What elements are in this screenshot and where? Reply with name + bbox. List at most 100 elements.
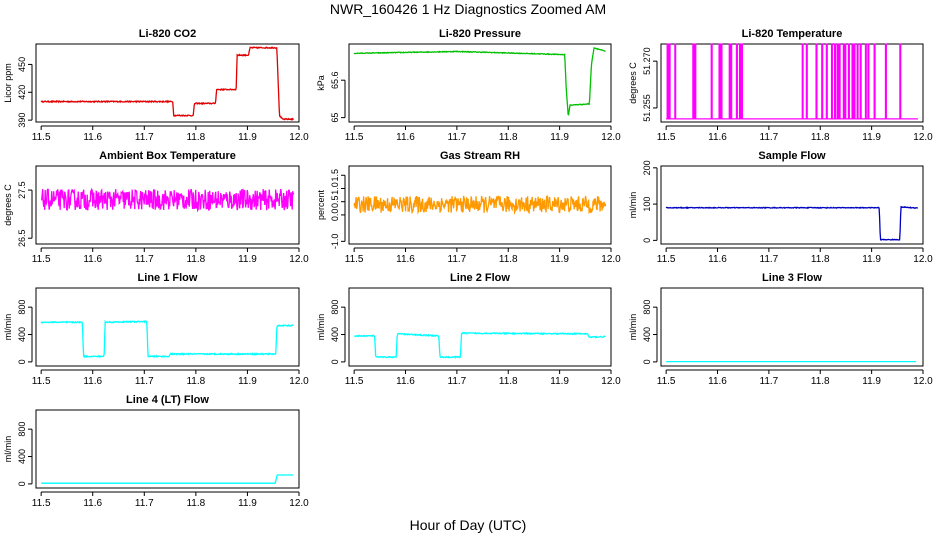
chart-title: Line 3 Flow: [762, 272, 822, 284]
x-tick-label: 11.8: [811, 132, 830, 143]
x-tick-label: 11.8: [811, 376, 830, 387]
x-axis-label: Hour of Day (UTC): [409, 517, 527, 533]
x-tick-label: 11.8: [499, 132, 518, 143]
series-line: [353, 195, 607, 215]
y-tick-label: 400: [17, 449, 27, 464]
y-axis-label: kPa: [316, 75, 326, 91]
x-tick-label: 12.0: [289, 498, 309, 509]
x-tick-label: 11.9: [238, 376, 257, 387]
y-tick-label: 200: [642, 160, 652, 175]
series-line: [40, 319, 294, 359]
y-tick-label: 400: [642, 327, 652, 342]
y-tick-label: 1.5: [330, 169, 340, 182]
x-tick-label: 11.9: [238, 254, 257, 265]
y-tick-label: 65.6: [330, 71, 340, 89]
y-tick-label: 1.0: [330, 182, 340, 195]
x-tick-label: 12.0: [289, 376, 309, 387]
y-axis-label: Licor ppm: [3, 63, 13, 103]
x-tick-label: 12.0: [913, 254, 933, 265]
y-tick-label: -1.0: [330, 234, 340, 250]
chart-title: Li-820 Pressure: [439, 28, 521, 40]
y-tick-label: 800: [330, 300, 340, 315]
x-tick-label: 11.8: [186, 132, 205, 143]
x-tick-label: 11.9: [550, 376, 569, 387]
chart-panel: Li-820 Temperature degrees C 11.5 11.6 11.7 1…: [628, 28, 933, 143]
x-tick-label: 11.5: [32, 132, 51, 143]
x-tick-label: 11.5: [345, 254, 364, 265]
y-axis-label: ml/min: [3, 314, 13, 341]
x-tick-label: 11.6: [396, 254, 415, 265]
x-tick-label: 12.0: [601, 132, 621, 143]
x-tick-label: 11.7: [135, 498, 154, 509]
chart-panel: Ambient Box Temperature degrees C 11.5 11.6…: [3, 150, 309, 265]
x-tick-label: 12.0: [913, 376, 933, 387]
x-tick-label: 11.6: [83, 254, 102, 265]
plot-frame: [660, 43, 924, 123]
x-tick-label: 11.7: [448, 254, 467, 265]
y-tick-label: 65: [330, 113, 340, 123]
x-tick-label: 11.6: [83, 132, 102, 143]
x-tick-label: 11.6: [83, 376, 102, 387]
series-line: [40, 46, 294, 121]
x-tick-label: 11.8: [186, 376, 205, 387]
y-tick-label: 0: [17, 359, 27, 364]
x-tick-label: 11.7: [135, 254, 154, 265]
plot-frame: [660, 287, 924, 367]
x-tick-label: 11.5: [32, 376, 51, 387]
x-tick-label: 11.9: [238, 132, 257, 143]
chart-title: Ambient Box Temperature: [99, 150, 236, 162]
y-axis-label: ml/min: [628, 192, 638, 219]
chart-title: Line 2 Flow: [450, 272, 510, 284]
x-tick-label: 11.8: [186, 498, 205, 509]
x-tick-label: 11.5: [345, 132, 364, 143]
x-tick-label: 11.6: [83, 498, 102, 509]
chart-title: Sample Flow: [758, 150, 826, 162]
chart-title: Line 1 Flow: [138, 272, 198, 284]
x-tick-label: 11.9: [862, 254, 881, 265]
x-tick-label: 11.6: [708, 254, 727, 265]
y-tick-label: 0: [642, 359, 652, 364]
x-tick-label: 11.9: [550, 254, 569, 265]
x-tick-label: 11.7: [760, 376, 779, 387]
chart-panel: Gas Stream RH percent 11.5 11.6 11.7 11.8 11.9…: [316, 150, 621, 265]
x-tick-label: 11.7: [135, 376, 154, 387]
y-tick-label: 0: [17, 481, 27, 486]
y-tick-label: 400: [17, 327, 27, 342]
y-tick-label: 51.255: [642, 94, 652, 122]
chart-panel: Line 2 Flow ml/min 11.5 11.6 11.7 11.8 11.9 12.…: [316, 272, 621, 387]
y-axis-label: degrees C: [628, 62, 638, 104]
series-line: [353, 47, 606, 116]
y-tick-label: 27.5: [17, 181, 27, 199]
x-tick-label: 11.8: [811, 254, 830, 265]
y-tick-label: 0: [330, 359, 340, 364]
chart-panel: Sample Flow ml/min 11.5 11.6 11.7 11.8 11.9 12.…: [628, 150, 933, 265]
y-tick-label: 800: [17, 300, 27, 315]
x-tick-label: 11.9: [238, 498, 257, 509]
x-tick-label: 11.7: [760, 132, 779, 143]
x-tick-label: 11.6: [396, 132, 415, 143]
x-tick-label: 11.9: [862, 376, 881, 387]
x-tick-label: 11.5: [657, 254, 676, 265]
x-tick-label: 11.5: [32, 254, 51, 265]
y-tick-label: 800: [642, 300, 652, 315]
y-axis-label: ml/min: [316, 314, 326, 341]
x-tick-label: 11.5: [657, 376, 676, 387]
x-tick-label: 12.0: [913, 132, 933, 143]
chart-panel: Line 3 Flow ml/min 11.5 11.6 11.7 11.8 11.9 12.…: [628, 272, 933, 387]
y-tick-label: 51.270: [642, 47, 652, 75]
x-tick-label: 11.8: [186, 254, 205, 265]
y-tick-label: 0.5: [330, 195, 340, 208]
y-tick-label: 400: [330, 327, 340, 342]
chart-title: Li-820 Temperature: [742, 28, 843, 40]
x-tick-label: 11.7: [135, 132, 154, 143]
x-tick-label: 12.0: [601, 254, 621, 265]
series-line: [666, 43, 918, 120]
x-tick-label: 11.9: [550, 132, 569, 143]
plot-frame: [348, 287, 612, 367]
y-tick-label: 0: [642, 238, 652, 243]
plot-frame: [35, 165, 300, 245]
y-tick-label: 420: [17, 85, 27, 100]
chart-title: Gas Stream RH: [440, 150, 520, 162]
